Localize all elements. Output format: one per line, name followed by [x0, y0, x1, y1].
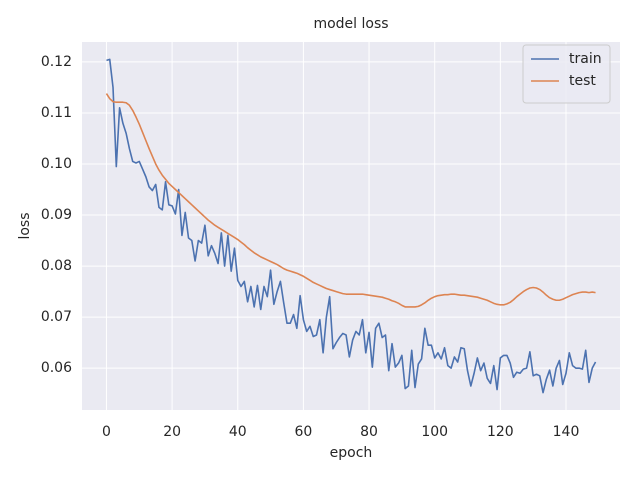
y-tick-label: 0.12 — [41, 54, 72, 70]
y-axis-label: loss — [17, 212, 33, 239]
x-tick-label: 120 — [487, 424, 514, 440]
y-tick-label: 0.06 — [41, 360, 72, 376]
y-tick-label: 0.09 — [41, 207, 72, 223]
chart-title: model loss — [313, 16, 388, 32]
line-series — [106, 58, 597, 394]
lines — [105, 58, 597, 394]
x-tick-label: 100 — [421, 424, 448, 440]
x-tick-label: 60 — [294, 424, 312, 440]
legend-label: test — [569, 73, 596, 89]
y-tick-label: 0.07 — [41, 309, 72, 325]
x-tick-label: 20 — [163, 424, 181, 440]
grid — [82, 42, 620, 410]
y-tick-label: 0.10 — [41, 156, 72, 172]
x-tick-label: 40 — [229, 424, 247, 440]
x-tick-label: 80 — [360, 424, 378, 440]
legend: train test — [522, 44, 611, 104]
y-tick-label: 0.11 — [41, 105, 72, 121]
line-series — [105, 93, 596, 308]
x-tick-label: 140 — [553, 424, 580, 440]
x-tick-label: 0 — [102, 424, 111, 440]
legend-label: train — [569, 51, 602, 67]
y-tick-label: 0.08 — [41, 258, 72, 274]
x-axis-label: epoch — [330, 445, 373, 461]
